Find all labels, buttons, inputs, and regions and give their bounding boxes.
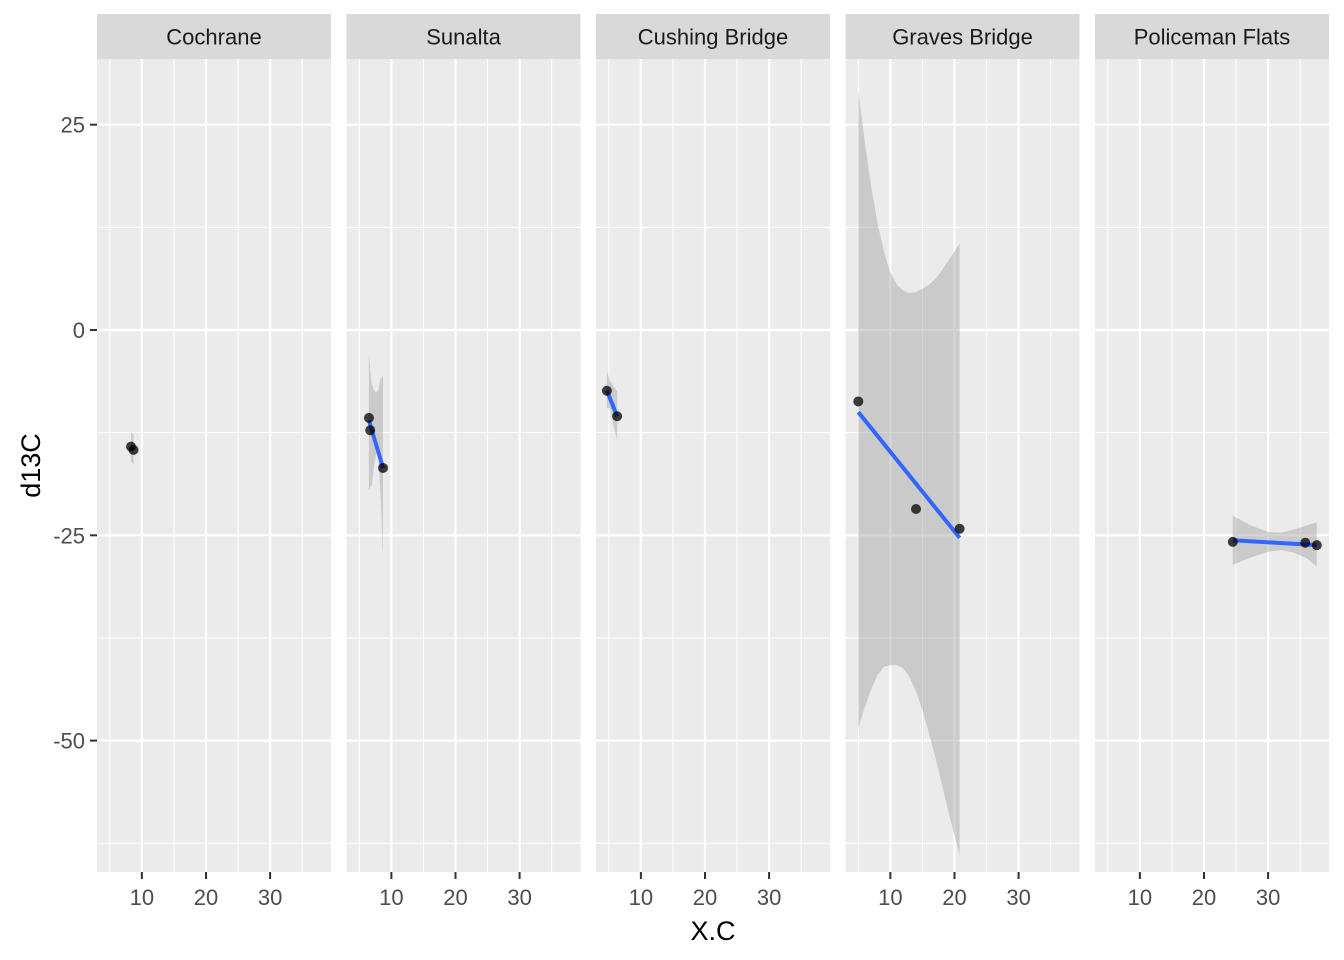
x-axis-title: X.C xyxy=(690,916,735,946)
y-axis: 25 0 -25 -50 xyxy=(53,113,97,754)
facet-strip xyxy=(346,14,581,59)
x-tick-label: 30 xyxy=(507,885,531,910)
panel-background xyxy=(97,59,331,872)
data-point xyxy=(365,425,376,436)
y-tick-label: 0 xyxy=(73,318,85,343)
panel-background xyxy=(1095,59,1329,872)
x-tick-label: 10 xyxy=(629,885,653,910)
x-tick-label: 10 xyxy=(1128,885,1152,910)
facet-strip-label: Cushing Bridge xyxy=(638,25,788,50)
facet-strip-label: Cochrane xyxy=(166,25,261,50)
facet-strip xyxy=(1095,14,1329,59)
facet-panel: Sunalta 10 20 30 xyxy=(346,14,581,910)
x-tick-label: 20 xyxy=(443,885,467,910)
facet-panel: Policeman Flats 10 20 30 xyxy=(1095,14,1329,910)
data-point xyxy=(1227,536,1238,547)
x-tick-label: 30 xyxy=(1006,885,1030,910)
y-tick-label: -25 xyxy=(53,523,85,548)
x-tick-label: 10 xyxy=(878,885,902,910)
data-point xyxy=(378,462,389,473)
data-point xyxy=(601,385,612,396)
y-axis-title: d13C xyxy=(16,433,46,498)
facet-strip-label: Policeman Flats xyxy=(1134,25,1291,50)
facet-strip xyxy=(97,14,331,59)
regression-line xyxy=(856,410,962,540)
x-tick-label: 20 xyxy=(942,885,966,910)
x-tick-label: 20 xyxy=(1192,885,1216,910)
y-tick-label: 25 xyxy=(61,113,85,138)
facet-strip xyxy=(845,14,1080,59)
facet-panel: Cushing Bridge 10 20 30 xyxy=(596,14,830,910)
data-point xyxy=(363,412,374,423)
x-tick-label: 10 xyxy=(130,885,154,910)
x-tick-label: 30 xyxy=(757,885,781,910)
x-tick-label: 20 xyxy=(194,885,218,910)
panel-background xyxy=(596,59,830,872)
x-tick-label: 30 xyxy=(1256,885,1280,910)
facet-strip xyxy=(596,14,830,59)
data-point xyxy=(128,444,139,455)
data-point xyxy=(911,504,922,515)
x-tick-label: 20 xyxy=(693,885,717,910)
facet-panel: Graves Bridge 10 20 30 xyxy=(845,14,1080,910)
facet-strip-label: Sunalta xyxy=(426,25,501,50)
data-point xyxy=(612,411,623,422)
data-point xyxy=(853,396,864,407)
x-tick-label: 30 xyxy=(258,885,282,910)
data-point xyxy=(954,523,965,534)
facet-panel: Cochrane 10 20 30 xyxy=(97,14,331,910)
facet-strip-label: Graves Bridge xyxy=(892,25,1033,50)
y-tick-label: -50 xyxy=(53,729,85,754)
confidence-band xyxy=(368,354,383,556)
x-tick-label: 10 xyxy=(379,885,403,910)
data-point xyxy=(1311,540,1322,551)
panel-background xyxy=(845,59,1080,872)
data-point xyxy=(1300,537,1311,548)
